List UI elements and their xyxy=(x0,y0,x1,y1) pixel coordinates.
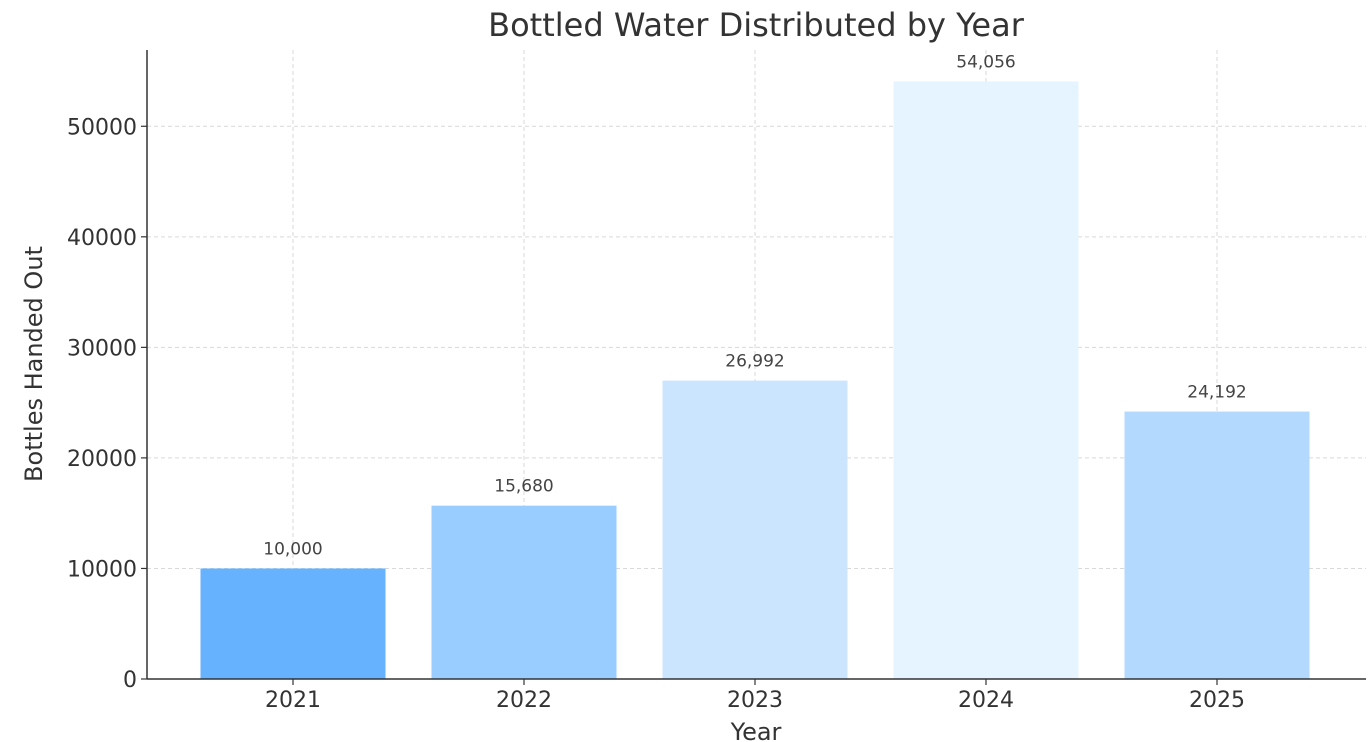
bar-2022 xyxy=(431,505,617,679)
data-label: 54,056 xyxy=(956,52,1015,72)
axes xyxy=(146,50,1366,680)
y-tick-label: 10000 xyxy=(67,557,137,582)
bar-2023 xyxy=(662,380,848,679)
y-tick-label: 40000 xyxy=(67,226,137,251)
data-label: 15,680 xyxy=(494,477,553,497)
data-label: 24,192 xyxy=(1187,383,1246,403)
x-ticks: 2021 2022 2023 2024 2025 xyxy=(265,679,1245,713)
bars xyxy=(200,81,1310,679)
data-labels: 10,000 15,680 26,992 54,056 24,192 xyxy=(263,52,1246,559)
x-tick-label: 2021 xyxy=(265,688,321,713)
x-tick-label: 2022 xyxy=(496,688,552,713)
data-label: 10,000 xyxy=(263,539,322,559)
x-axis-label: Year xyxy=(730,718,782,742)
y-tick-label: 20000 xyxy=(67,447,137,472)
x-tick-label: 2024 xyxy=(958,688,1014,713)
bar-2025 xyxy=(1124,411,1310,679)
bar-2021 xyxy=(200,568,386,679)
bar-2024 xyxy=(893,81,1079,679)
y-tick-label: 0 xyxy=(123,668,137,693)
chart-title: Bottled Water Distributed by Year xyxy=(488,6,1025,44)
x-tick-label: 2023 xyxy=(727,688,783,713)
x-tick-label: 2025 xyxy=(1189,688,1245,713)
y-ticks: 0 10000 20000 30000 40000 50000 xyxy=(67,115,147,693)
y-tick-label: 30000 xyxy=(67,336,137,361)
y-tick-label: 50000 xyxy=(67,115,137,140)
data-label: 26,992 xyxy=(725,352,784,372)
y-axis-label: Bottles Handed Out xyxy=(20,246,48,482)
